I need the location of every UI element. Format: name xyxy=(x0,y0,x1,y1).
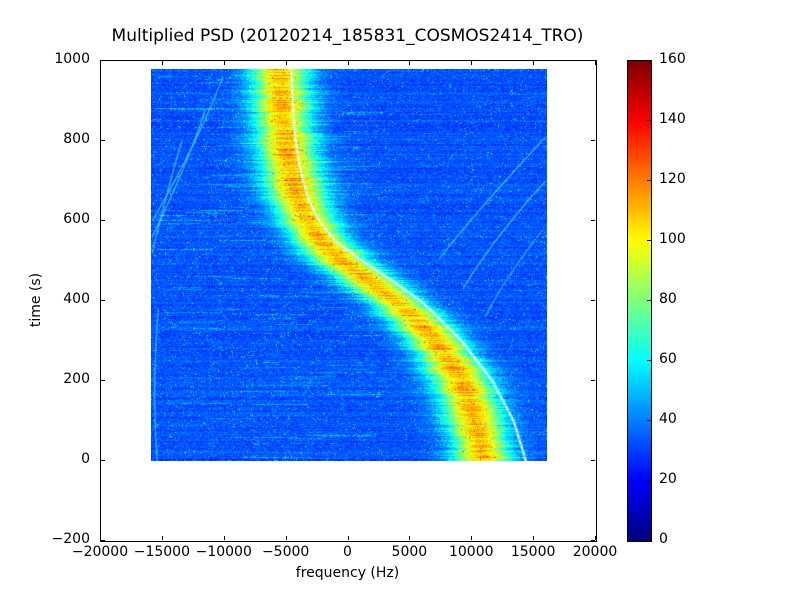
y-tick-label: 1000 xyxy=(54,51,90,67)
colorbar-tick-mark xyxy=(647,240,651,241)
colorbar-tick-mark xyxy=(647,540,651,541)
colorbar-tick-label: 0 xyxy=(659,531,668,547)
colorbar-tick-mark xyxy=(647,360,651,361)
colorbar-tick-mark xyxy=(647,120,651,121)
x-tick-mark xyxy=(223,61,225,65)
colorbar-tick-label: 20 xyxy=(659,471,677,487)
x-tick-mark xyxy=(100,536,101,540)
x-tick-mark xyxy=(533,536,535,540)
x-tick-label: 15000 xyxy=(510,544,556,560)
colorbar-tick-label: 100 xyxy=(659,231,686,247)
plot-area xyxy=(100,60,597,542)
y-tick-mark xyxy=(101,220,105,221)
y-tick-label: −200 xyxy=(51,531,90,547)
x-tick-mark xyxy=(409,61,411,65)
x-tick-mark xyxy=(471,536,473,540)
x-tick-label: 5000 xyxy=(391,544,428,560)
spectrogram-heatmap xyxy=(151,69,547,461)
y-tick-label: 800 xyxy=(63,131,90,147)
colorbar-tick-mark xyxy=(647,420,651,421)
colorbar-tick-label: 60 xyxy=(659,351,677,367)
chart-title: Multiplied PSD (20120214_185831_COSMOS24… xyxy=(111,26,584,46)
y-tick-mark xyxy=(101,380,105,381)
x-tick-mark xyxy=(285,61,287,65)
x-tick-mark xyxy=(100,61,101,65)
y-tick-label: 200 xyxy=(63,371,90,387)
y-tick-label: 400 xyxy=(63,291,90,307)
colorbar-tick-label: 80 xyxy=(659,291,677,307)
x-tick-label: −20000 xyxy=(71,544,129,560)
colorbar-tick-label: 120 xyxy=(659,171,686,187)
y-tick-mark xyxy=(101,540,105,541)
x-tick-mark xyxy=(161,536,163,540)
x-tick-label: 0 xyxy=(343,544,352,560)
x-tick-label: 10000 xyxy=(448,544,494,560)
colorbar-tick-label: 140 xyxy=(659,111,686,127)
x-tick-label: −10000 xyxy=(195,544,252,560)
y-tick-mark xyxy=(591,220,595,221)
x-tick-mark xyxy=(161,61,163,65)
y-tick-mark xyxy=(591,380,595,381)
x-axis-label: frequency (Hz) xyxy=(295,565,400,581)
x-tick-mark xyxy=(409,536,411,540)
x-tick-label: −15000 xyxy=(133,544,191,560)
colorbar-tick-mark xyxy=(647,60,651,61)
colorbar-tick-label: 40 xyxy=(659,411,677,427)
x-tick-mark xyxy=(595,536,596,540)
y-tick-mark xyxy=(591,300,595,301)
y-tick-label: 600 xyxy=(63,211,90,227)
y-tick-mark xyxy=(101,300,105,301)
x-tick-mark xyxy=(347,536,349,540)
y-tick-mark xyxy=(101,140,105,141)
y-tick-mark xyxy=(101,60,105,61)
colorbar-tick-label: 160 xyxy=(659,51,686,67)
y-tick-mark xyxy=(591,60,595,61)
colorbar-gradient xyxy=(628,61,651,541)
y-tick-mark xyxy=(101,460,105,461)
y-tick-mark xyxy=(591,460,595,461)
y-tick-mark xyxy=(591,140,595,141)
colorbar-tick-mark xyxy=(647,180,651,181)
x-tick-mark xyxy=(347,61,349,65)
y-tick-label: 0 xyxy=(81,451,90,467)
y-tick-mark xyxy=(591,540,595,541)
x-tick-mark xyxy=(595,61,596,65)
x-tick-label: 20000 xyxy=(572,544,618,560)
colorbar-tick-mark xyxy=(647,300,651,301)
colorbar-tick-mark xyxy=(647,480,651,481)
x-tick-mark xyxy=(471,61,473,65)
x-tick-mark xyxy=(533,61,535,65)
colorbar xyxy=(627,60,652,542)
x-tick-mark xyxy=(285,536,287,540)
x-tick-label: −5000 xyxy=(261,544,310,560)
x-tick-mark xyxy=(223,536,225,540)
